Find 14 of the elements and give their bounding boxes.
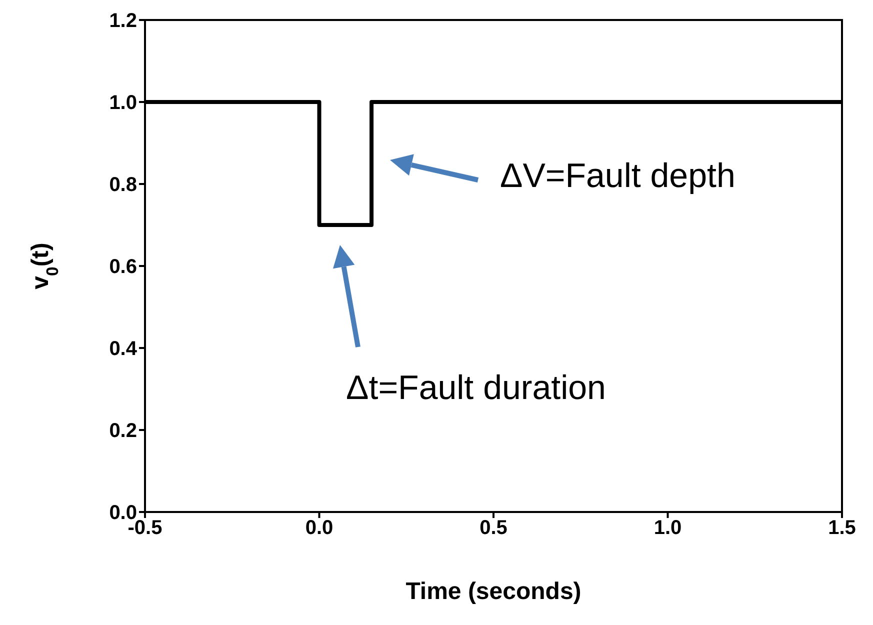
x-tick-label: 1.0 [654,517,682,540]
y-tick-label: 0.2 [109,420,137,442]
y-tick-label: 1.2 [109,10,137,32]
x-tick-label: 1.5 [828,517,856,540]
y-tick-label: 0.4 [109,338,138,360]
y-tick-label: 1.0 [109,92,137,114]
annotation: ΔV=Fault depth [500,156,736,195]
y-tick-label: 0.0 [109,502,137,524]
x-tick-label: 0.0 [305,517,334,540]
x-axis-title: Time (seconds) [406,578,582,605]
y-tick-label: 0.8 [109,174,137,196]
y-tick-label: 0.6 [109,256,137,278]
x-tick-label: 0.5 [480,517,508,540]
annotation: Δt=Fault duration [346,368,606,407]
